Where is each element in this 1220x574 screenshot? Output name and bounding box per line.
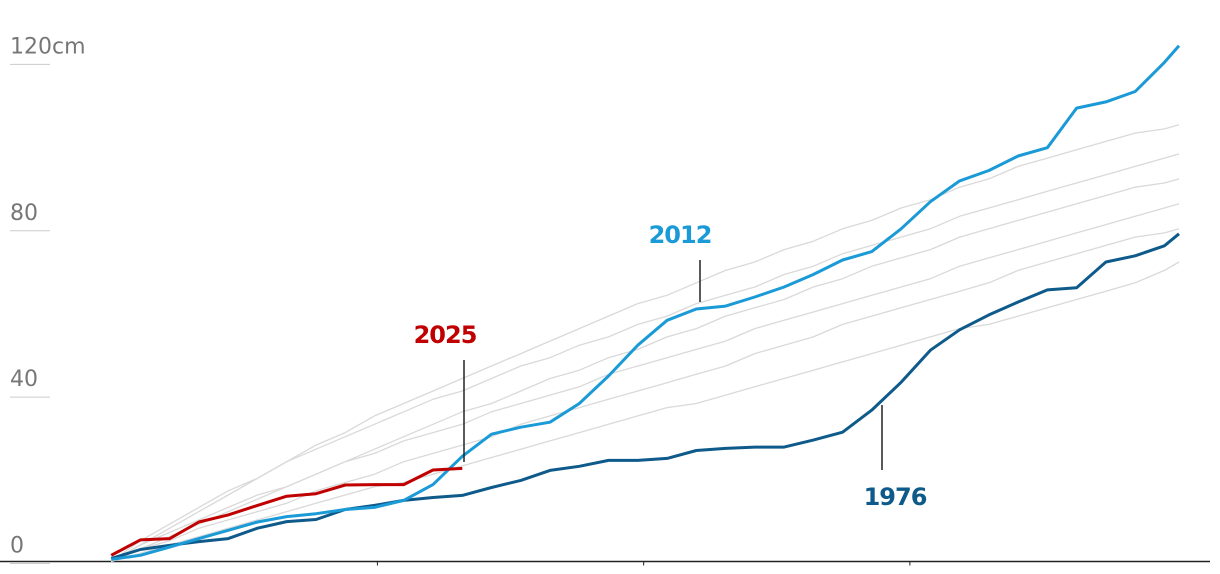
series-label: 2012 (649, 221, 712, 249)
y-tick-label: 40 (10, 367, 38, 392)
background-line (110, 178, 1180, 563)
series-line (110, 466, 463, 557)
y-tick-label: 0 (10, 534, 24, 559)
series-label: 2025 (414, 321, 477, 349)
y-tick-label: 80 (10, 201, 38, 226)
background-line (110, 228, 1180, 563)
y-tick-label: 120cm (10, 34, 86, 59)
series-label: 1976 (864, 483, 927, 511)
series-line (110, 232, 1180, 561)
background-line (110, 124, 1180, 563)
series-line (110, 44, 1181, 561)
background-line (111, 261, 1180, 563)
